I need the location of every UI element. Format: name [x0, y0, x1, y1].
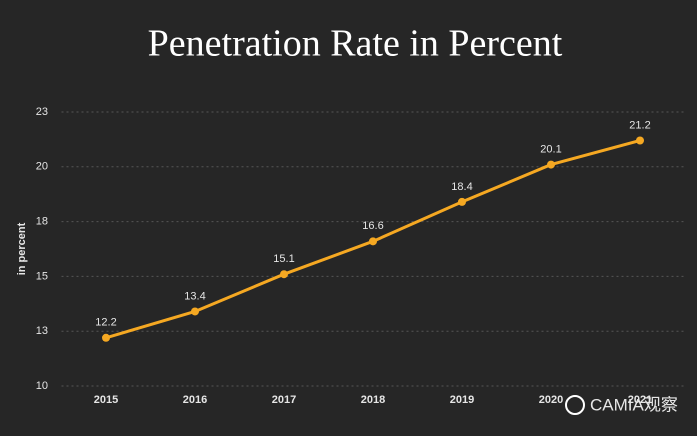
- data-label: 15.1: [273, 253, 294, 265]
- data-label: 13.4: [184, 290, 205, 302]
- point: [369, 237, 377, 246]
- y-tick-label: 15: [36, 270, 48, 282]
- watermark-group: CAMIA观察: [565, 395, 678, 415]
- x-tick-label: 2016: [183, 394, 207, 406]
- x-tick-label: 2015: [94, 394, 118, 406]
- y-axis-label: in percent: [16, 222, 28, 275]
- y-tick-label: 20: [36, 161, 48, 173]
- point: [191, 307, 199, 316]
- x-tick-label: 2019: [450, 394, 474, 406]
- data-label: 20.1: [540, 144, 561, 156]
- y-tick-label: 13: [36, 325, 48, 337]
- watermark-icon: [565, 395, 585, 415]
- point: [102, 333, 110, 342]
- y-tick-label: 23: [36, 106, 48, 118]
- chart-title: Penetration Rate in Percent: [148, 23, 563, 65]
- point: [547, 160, 555, 169]
- watermark: CAMIA观察: [590, 395, 678, 414]
- y-tick-label: 18: [36, 216, 48, 228]
- point: [280, 270, 288, 279]
- data-label: 16.6: [362, 220, 383, 232]
- data-label: 21.2: [629, 119, 650, 131]
- y-tick-label: 10: [36, 380, 48, 392]
- point: [636, 136, 644, 145]
- x-tick-label: 2017: [272, 394, 296, 406]
- data-label: 12.2: [95, 317, 116, 329]
- x-tick-label: 2021: [628, 394, 652, 406]
- point: [458, 197, 466, 206]
- x-tick-label: 2020: [539, 394, 563, 406]
- data-label: 18.4: [451, 181, 472, 193]
- x-tick-label: 2018: [361, 394, 385, 406]
